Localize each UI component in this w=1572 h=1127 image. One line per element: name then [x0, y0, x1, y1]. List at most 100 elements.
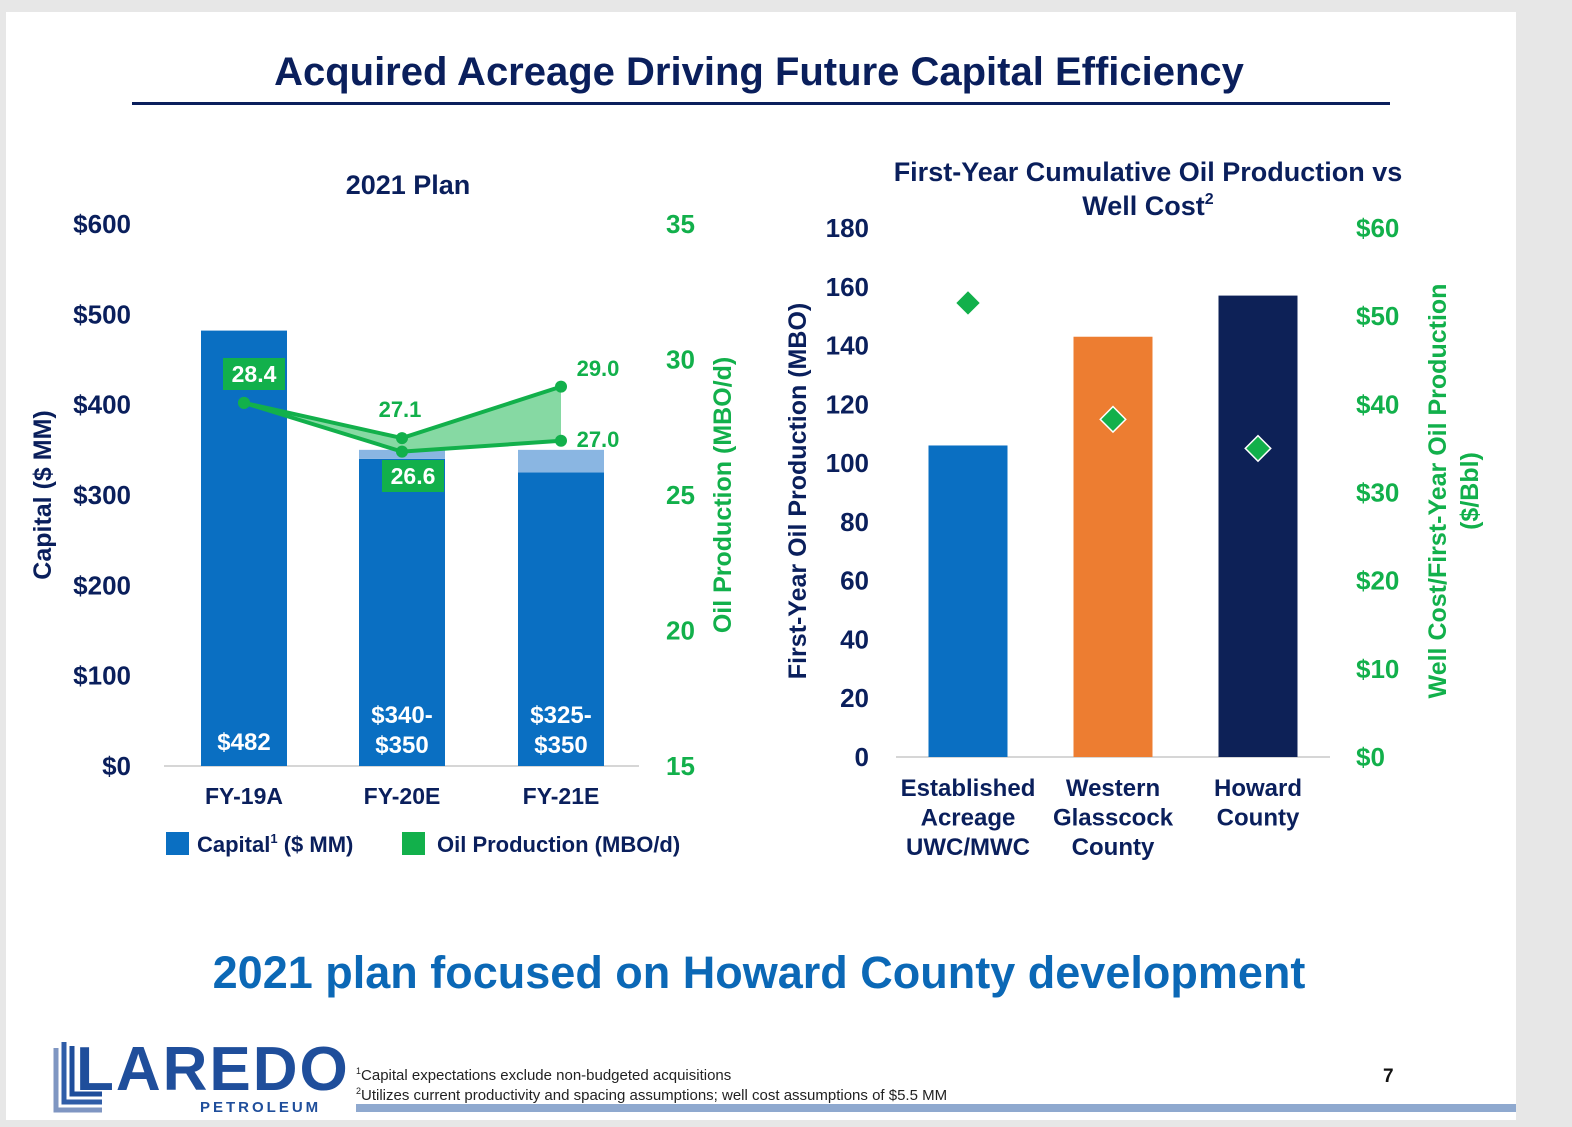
y-tick-label: $0	[102, 751, 131, 781]
legend-label-capital-name: Capital	[197, 832, 270, 857]
y2-tick-label: $20	[1356, 566, 1399, 596]
laredo-logo: LAREDO PETROLEUM	[48, 1035, 348, 1120]
tagline: 2021 plan focused on Howard County devel…	[212, 947, 1306, 998]
production-data-label: 27.0	[577, 427, 620, 452]
production-data-label: 26.6	[391, 463, 436, 489]
chart-title-line1: First-Year Cumulative Oil Production vs	[894, 157, 1403, 187]
production-label-box	[223, 358, 285, 390]
y-tick-label: 0	[855, 742, 869, 772]
capital-data-label: $325-	[530, 702, 591, 729]
chart-2021-plan: 2021 Plan $0 $100 $200 $300 $400 $500 $600 15 20 2…	[29, 170, 737, 857]
legend-label-capital-marker: 1	[270, 831, 277, 846]
y2-tick-label: 35	[666, 209, 695, 239]
x-tick-label: UWC/MWC	[906, 834, 1030, 861]
production-data-label: 29.0	[577, 356, 620, 381]
y2-tick-label: $10	[1356, 654, 1399, 684]
chart-title-marker: 2	[1205, 191, 1214, 208]
legend-label-production: Oil Production (MBO/d)	[437, 832, 680, 857]
chart-title-line2: Well Cost2	[1082, 191, 1214, 221]
y-tick-label: $500	[73, 299, 131, 329]
logo-text: LAREDO	[76, 1035, 350, 1104]
y2-tick-label: $40	[1356, 389, 1399, 419]
y-tick-label: $300	[73, 480, 131, 510]
x-tick-label: County	[1217, 805, 1300, 832]
slide-title: Acquired Acreage Driving Future Capital …	[274, 50, 1244, 94]
chart-title: 2021 Plan	[346, 170, 471, 200]
legend-label-capital-suffix: ($ MM)	[278, 832, 354, 857]
y2-tick-label: 20	[666, 616, 695, 646]
y2-axis-title: Well Cost/First-Year Oil Production ($/Bb…	[1424, 284, 1484, 699]
y-axis-title: First-Year Oil Production (MBO)	[784, 303, 812, 679]
y2-axis-title: Oil Production (MBO/d)	[709, 357, 737, 633]
y-tick-label: 160	[826, 272, 869, 302]
y-tick-label: $100	[73, 661, 131, 691]
x-tick-label: Western	[1066, 775, 1160, 802]
x-tick-label: Acreage	[921, 805, 1016, 832]
y-tick-label: 20	[840, 683, 869, 713]
y2-axis-title-line1: Well Cost/First-Year Oil Production	[1424, 284, 1452, 699]
well-cost-marker	[954, 289, 982, 317]
footer-bar	[356, 1104, 1516, 1112]
capital-data-label: $482	[217, 729, 270, 756]
y2-tick-label: 30	[666, 345, 695, 375]
logo-mark-icon	[53, 1042, 102, 1113]
x-tick-label: Howard	[1214, 775, 1302, 802]
production-high-point	[396, 432, 408, 445]
y-tick-label: 120	[826, 389, 869, 419]
production-bar	[1218, 295, 1298, 757]
viewer-margin	[1516, 0, 1572, 1127]
y-axis-title: Capital ($ MM)	[29, 410, 57, 579]
x-tick-label: Glasscock	[1053, 805, 1174, 832]
capital-bar	[518, 472, 604, 766]
capital-bar	[201, 330, 287, 766]
capital-range-bar	[518, 449, 604, 473]
y2-tick-label: $0	[1356, 742, 1385, 772]
y-tick-label: $200	[73, 570, 131, 600]
y2-tick-label: $60	[1356, 213, 1399, 243]
production-low-point	[555, 434, 567, 447]
capital-data-label: $340-	[371, 702, 432, 729]
capital-data-label: $350	[534, 732, 587, 759]
production-range-band	[244, 386, 561, 452]
y2-axis-title-line2: ($/Bbl)	[1456, 452, 1484, 530]
logo-subtext: PETROLEUM	[200, 1099, 322, 1116]
well-cost-marker	[1244, 434, 1272, 463]
charts: 2021 Plan$0$100$200$300$400$500$60015202…	[29, 157, 1484, 861]
capital-data-label: $350	[375, 732, 428, 759]
footnote-1: 1Capital expectations exclude non-budget…	[356, 1066, 732, 1084]
x-tick-label: FY-19A	[205, 783, 283, 809]
production-bar	[928, 445, 1008, 757]
capital-bar	[359, 458, 445, 766]
y2-tick-label: $50	[1356, 301, 1399, 331]
y-tick-label: $400	[73, 390, 131, 420]
x-tick-label: FY-20E	[364, 783, 441, 809]
y-tick-label: 80	[840, 507, 869, 537]
y2-tick-label: 15	[666, 751, 695, 781]
chart-first-year-production: First-Year Cumulative Oil Production vs W…	[784, 157, 1484, 861]
production-data-label: 28.4	[232, 361, 277, 387]
title-underline	[132, 102, 1390, 105]
page-number: 7	[1383, 1066, 1394, 1087]
x-tick-label: Established	[901, 775, 1036, 802]
x-tick-label: FY-21E	[523, 783, 600, 809]
chart-title-text: Well Cost	[1082, 191, 1205, 221]
y-tick-label: 40	[840, 624, 869, 654]
production-bar	[1073, 336, 1153, 757]
y-tick-label: 140	[826, 331, 869, 361]
footnote-2: 2Utilizes current productivity and spaci…	[356, 1086, 948, 1104]
y2-tick-label: $30	[1356, 478, 1399, 508]
production-low-point	[238, 396, 250, 409]
production-label-box	[382, 460, 444, 492]
legend-swatch-capital	[166, 832, 189, 855]
x-tick-label: County	[1072, 834, 1155, 861]
y-tick-label: 60	[840, 566, 869, 596]
well-cost-marker	[1099, 405, 1127, 434]
production-data-label: 27.1	[379, 397, 422, 422]
y-tick-label: $600	[73, 209, 131, 239]
production-high-point	[555, 380, 567, 393]
y-tick-label: 180	[826, 213, 869, 243]
production-low-point	[396, 445, 408, 458]
legend-swatch-production	[402, 832, 425, 855]
y-tick-label: 100	[826, 448, 869, 478]
legend-label-capital: Capital1 ($ MM)	[197, 831, 353, 857]
